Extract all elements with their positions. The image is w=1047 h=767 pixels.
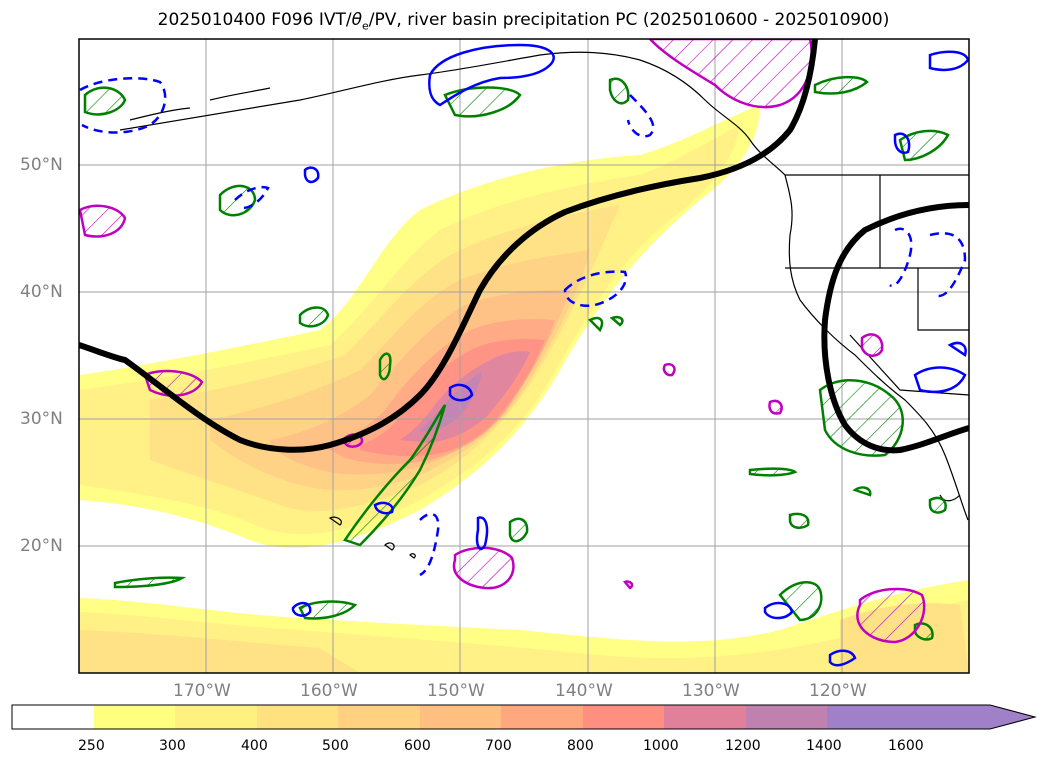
precip-magenta-contours: [79, 39, 926, 644]
colorbar-bin: [12, 705, 94, 729]
colorbar-tick: 400: [241, 738, 268, 754]
colorbar-bin: [175, 705, 257, 729]
colorbar-tick: 800: [567, 738, 594, 754]
colorbar-bin: [420, 705, 501, 729]
map-area: [79, 39, 969, 673]
lon-label-150w: 150°W: [427, 681, 485, 701]
lon-label-120w: 120°W: [809, 681, 867, 701]
coastlines: [119, 51, 969, 559]
colorbar: [11, 704, 1037, 730]
lat-label-30n: 30°N: [20, 409, 63, 429]
pv-contours: [79, 43, 969, 667]
colorbar-tick: 700: [485, 738, 512, 754]
lon-label-140w: 140°W: [555, 681, 613, 701]
lat-label-20n: 20°N: [20, 536, 63, 556]
colorbar-bin: [94, 705, 175, 729]
lat-label-40n: 40°N: [20, 282, 63, 302]
precip-green-contours: [83, 75, 950, 641]
colorbar-extend-arrow: [909, 705, 1035, 729]
lon-label-130w: 130°W: [682, 681, 740, 701]
colorbar-bin: [664, 705, 746, 729]
colorbar-tick: 600: [404, 738, 431, 754]
colorbar-tick: 1400: [806, 738, 842, 754]
colorbar-bin: [257, 705, 338, 729]
lat-label-50n: 50°N: [20, 155, 63, 175]
colorbar-bin: [583, 705, 664, 729]
lon-label-170w: 170°W: [173, 681, 231, 701]
colorbar-bin: [827, 705, 909, 729]
map-frame: [78, 38, 970, 674]
colorbar-tick: 250: [78, 738, 105, 754]
colorbar-tick: 1600: [888, 738, 924, 754]
map-title: 2025010400 F096 IVT/θe/PV, river basin p…: [157, 10, 890, 33]
colorbar-tick: 1200: [725, 738, 761, 754]
ivt-shading: [79, 105, 969, 673]
colorbar-bin: [338, 705, 420, 729]
colorbar-bin: [501, 705, 583, 729]
colorbar-bin: [746, 705, 827, 729]
theta-e-contour: [79, 39, 969, 454]
colorbar-tick: 300: [159, 738, 186, 754]
colorbar-tick: 500: [322, 738, 349, 754]
lon-label-160w: 160°W: [300, 681, 358, 701]
colorbar-tick: 1000: [643, 738, 679, 754]
